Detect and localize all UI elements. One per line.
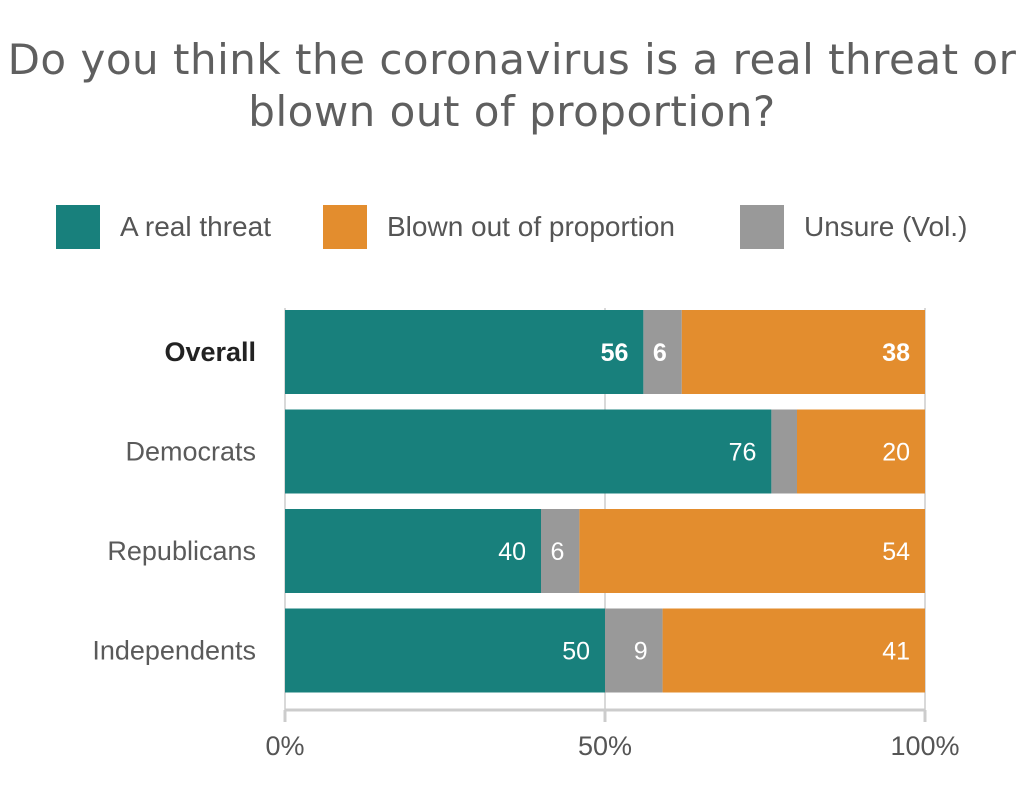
legend-item-real-threat: A real threat <box>56 205 271 249</box>
data-label-independents-unsure-vol: 9 <box>634 638 648 666</box>
legend-swatch-blown-out <box>323 205 367 249</box>
legend-swatch-real-threat <box>56 205 100 249</box>
bar-independents-blown-out-of-proportion <box>662 608 925 693</box>
bar-democrats-unsure-vol <box>771 409 797 494</box>
bar-independents-unsure-vol <box>605 608 663 693</box>
bar-republicans-blown-out-of-proportion <box>579 509 925 593</box>
data-label-independents-a-real-threat: 50 <box>562 638 590 666</box>
data-label-republicans-a-real-threat: 40 <box>498 538 526 566</box>
bar-republicans-unsure-vol <box>541 509 580 593</box>
data-label-overall-a-real-threat: 56 <box>601 339 629 367</box>
legend-label-unsure: Unsure (Vol.) <box>804 211 968 242</box>
category-label-democrats: Democrats <box>125 437 256 467</box>
legend: A real threat Blown out of proportion Un… <box>0 205 1024 249</box>
legend-label-real-threat: A real threat <box>120 211 271 242</box>
legend-item-blown-out: Blown out of proportion <box>323 205 675 249</box>
data-label-overall-unsure-vol: 6 <box>653 339 667 367</box>
bar-overall-a-real-threat <box>285 310 644 394</box>
data-label-overall-blown-out-of-proportion: 38 <box>882 339 910 367</box>
data-label-republicans-blown-out-of-proportion: 54 <box>882 538 910 566</box>
bar-overall-blown-out-of-proportion <box>681 310 925 394</box>
x-tick-label-2: 100% <box>890 731 959 761</box>
legend-item-unsure: Unsure (Vol.) <box>740 205 967 249</box>
x-tick-label-0: 0% <box>265 731 304 761</box>
category-label-republicans: Republicans <box>107 536 256 566</box>
data-label-independents-blown-out-of-proportion: 41 <box>882 638 910 666</box>
data-label-democrats-blown-out-of-proportion: 20 <box>882 439 910 467</box>
category-label-independents: Independents <box>92 636 256 666</box>
bar-democrats-blown-out-of-proportion <box>797 409 925 494</box>
data-label-republicans-unsure-vol: 6 <box>550 538 564 566</box>
legend-swatch-unsure <box>740 205 784 249</box>
x-tick-label-1: 50% <box>578 731 632 761</box>
chart-title: Do you think the coronavirus is a real t… <box>7 35 1017 136</box>
bar-democrats-a-real-threat <box>285 409 772 494</box>
bar-independents-a-real-threat <box>285 608 605 693</box>
bar-republicans-a-real-threat <box>285 509 541 593</box>
bar-overall-unsure-vol <box>643 310 682 394</box>
category-label-overall: Overall <box>164 337 256 367</box>
legend-label-blown-out: Blown out of proportion <box>387 211 675 242</box>
data-label-democrats-a-real-threat: 76 <box>729 439 757 467</box>
